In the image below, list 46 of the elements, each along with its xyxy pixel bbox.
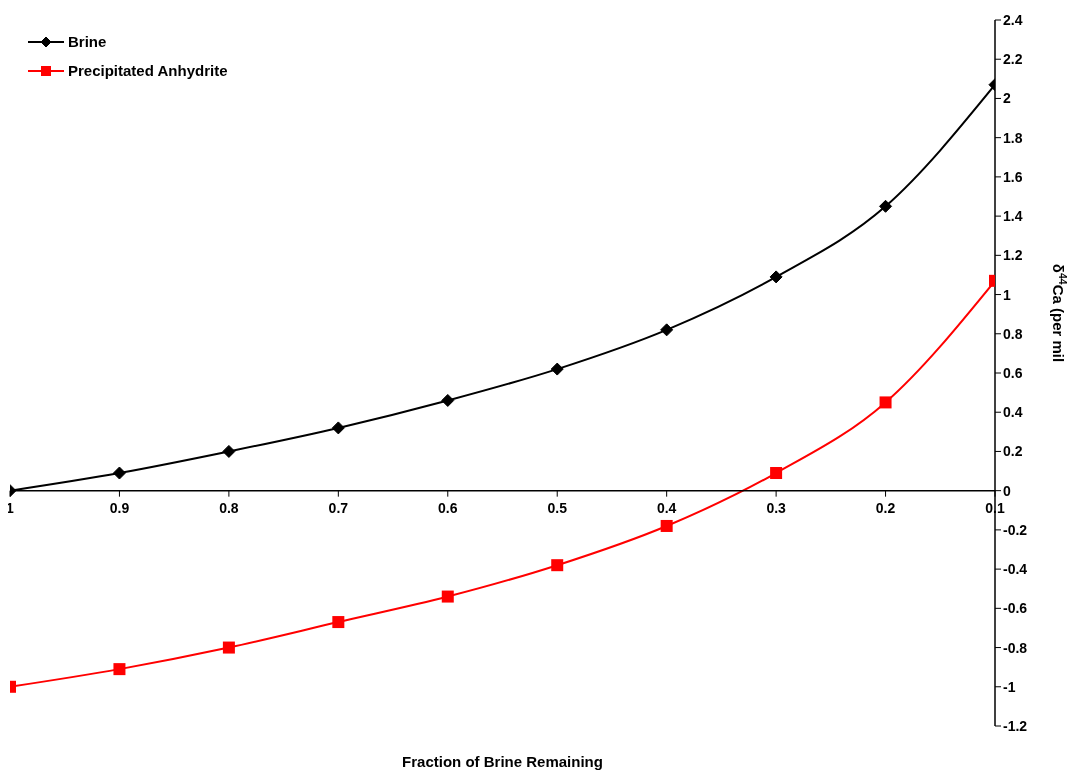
y-tick-label: 0.6 xyxy=(1003,364,1023,381)
y-tick-label: -0.8 xyxy=(1003,639,1028,656)
point xyxy=(441,393,455,407)
legend-label: Brine xyxy=(68,33,107,50)
y-tick-label: 0.4 xyxy=(1003,404,1023,421)
point xyxy=(332,616,345,629)
point xyxy=(879,396,892,409)
x-tick-label: 0.2 xyxy=(875,499,896,516)
x-tick-label: 0.5 xyxy=(547,499,568,516)
y-tick-label: -0.2 xyxy=(1003,521,1028,538)
point xyxy=(879,199,893,213)
y-tick-label: 0 xyxy=(1003,482,1011,499)
point xyxy=(222,444,236,458)
point xyxy=(660,519,673,532)
y-tick-label: 1.8 xyxy=(1003,129,1023,146)
point xyxy=(113,663,126,676)
x-tick-label: 0.9 xyxy=(109,499,130,516)
x-tick-label: 0.8 xyxy=(219,499,239,516)
legend-label: Precipitated Anhydrite xyxy=(68,62,228,79)
y-tick-label: 2.2 xyxy=(1003,51,1023,68)
x-tick-label: 0.7 xyxy=(328,499,349,516)
point xyxy=(660,323,674,337)
y-tick-label: 0.8 xyxy=(1003,325,1023,342)
y-tick-label: 1 xyxy=(1003,286,1011,303)
y-tick-label: 0.2 xyxy=(1003,443,1023,460)
point xyxy=(770,467,783,480)
y-tick-label: 2.4 xyxy=(1003,11,1023,28)
y-tick-label: -1 xyxy=(1003,678,1016,695)
point xyxy=(551,559,564,572)
point xyxy=(769,270,783,284)
y-tick-label: -1.2 xyxy=(1003,717,1028,734)
y-tick-label: 1.6 xyxy=(1003,168,1023,185)
point xyxy=(441,590,454,603)
x-tick-label: 0.3 xyxy=(766,499,787,516)
x-tick-label: 0.6 xyxy=(438,499,458,516)
y-tick-label: 2 xyxy=(1003,90,1011,107)
y-tick-label: 1.4 xyxy=(1003,208,1023,225)
y-tick-label: -0.4 xyxy=(1003,561,1028,578)
point xyxy=(222,641,235,654)
point xyxy=(331,421,345,435)
x-tick-label: 0.4 xyxy=(656,499,677,516)
point xyxy=(112,466,126,480)
y-tick-label: 1.2 xyxy=(1003,247,1023,264)
x-axis-title: Fraction of Brine Remaining xyxy=(402,753,603,770)
point xyxy=(550,362,564,376)
y-tick-label: -0.6 xyxy=(1003,600,1028,617)
